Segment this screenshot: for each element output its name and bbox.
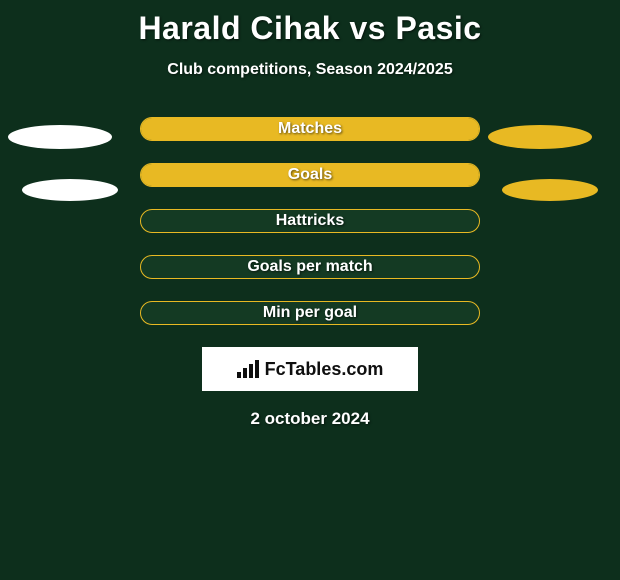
- stat-row-hattricks: 0Hattricks: [0, 209, 620, 233]
- page-subtitle: Club competitions, Season 2024/2025: [0, 61, 620, 79]
- accent-ellipse-left-top: [8, 125, 112, 149]
- bar-track-hattricks: Hattricks: [140, 209, 480, 233]
- stat-label-mpg: Min per goal: [141, 304, 479, 322]
- bar-track-matches: Matches: [140, 117, 480, 141]
- bar-track-goals: Goals: [140, 163, 480, 187]
- accent-ellipse-right-top: [488, 125, 592, 149]
- comparison-card: Harald Cihak vs Pasic Club competitions,…: [0, 0, 620, 580]
- bar-fill-right-goals: [141, 164, 479, 186]
- stat-label-hattricks: Hattricks: [141, 212, 479, 230]
- date-text: 2 october 2024: [0, 409, 620, 429]
- stat-row-gpm: Goals per match: [0, 255, 620, 279]
- page-title: Harald Cihak vs Pasic: [0, 0, 620, 47]
- site-logo: FcTables.com: [202, 347, 418, 391]
- bar-track-gpm: Goals per match: [140, 255, 480, 279]
- accent-ellipse-left-bottom: [22, 179, 118, 201]
- logo-text: FcTables.com: [265, 359, 384, 380]
- accent-ellipse-right-bottom: [502, 179, 598, 201]
- stat-label-gpm: Goals per match: [141, 258, 479, 276]
- bar-track-mpg: Min per goal: [140, 301, 480, 325]
- stat-row-mpg: Min per goal: [0, 301, 620, 325]
- bars-icon: [237, 360, 259, 378]
- bar-fill-right-matches: [141, 118, 479, 140]
